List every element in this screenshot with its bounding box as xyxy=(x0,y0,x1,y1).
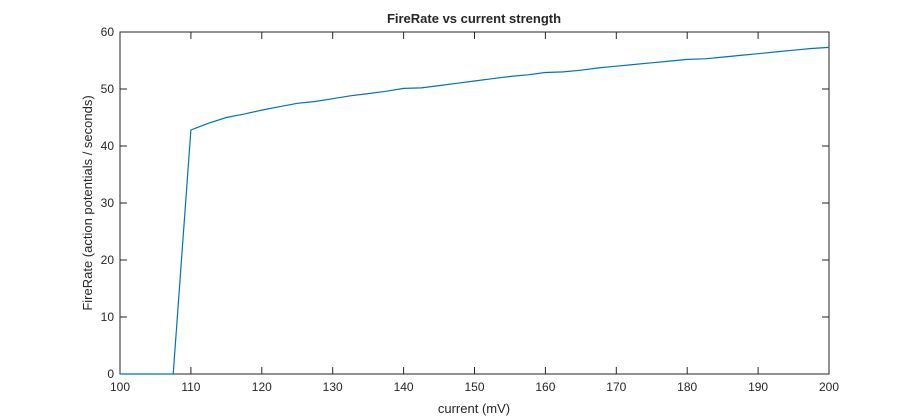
x-tick-label: 130 xyxy=(323,380,343,394)
y-tick-label: 10 xyxy=(101,310,115,324)
series-line xyxy=(120,46,830,375)
x-tick-label: 110 xyxy=(181,380,200,394)
x-tick-label: 200 xyxy=(819,380,839,394)
y-tick-label: 0 xyxy=(107,367,114,381)
y-tick-label: 20 xyxy=(101,253,115,267)
x-tick-label: 190 xyxy=(748,380,768,394)
y-tick-label: 50 xyxy=(101,82,115,96)
x-tick-label: 180 xyxy=(677,380,697,394)
y-axis-label: FireRate (action potentials / seconds) xyxy=(80,95,95,310)
y-tick-label: 60 xyxy=(101,25,115,39)
x-tick-label: 170 xyxy=(606,380,626,394)
chart-title: FireRate vs current strength xyxy=(387,11,561,26)
y-axis: 0 10 20 30 40 50 60 xyxy=(101,25,829,381)
x-tick-label: 120 xyxy=(252,380,272,394)
x-tick-label: 160 xyxy=(535,380,555,394)
y-tick-label: 30 xyxy=(101,196,115,210)
x-axis: 100 110 120 130 140 150 160 170 180 190 200 xyxy=(110,32,839,394)
y-tick-label: 40 xyxy=(101,139,115,153)
x-tick-label: 140 xyxy=(394,380,414,394)
x-axis-label: current (mV) xyxy=(438,401,510,416)
plot-area xyxy=(119,31,830,375)
x-tick-label: 150 xyxy=(464,380,484,394)
x-tick-label: 100 xyxy=(110,380,130,394)
